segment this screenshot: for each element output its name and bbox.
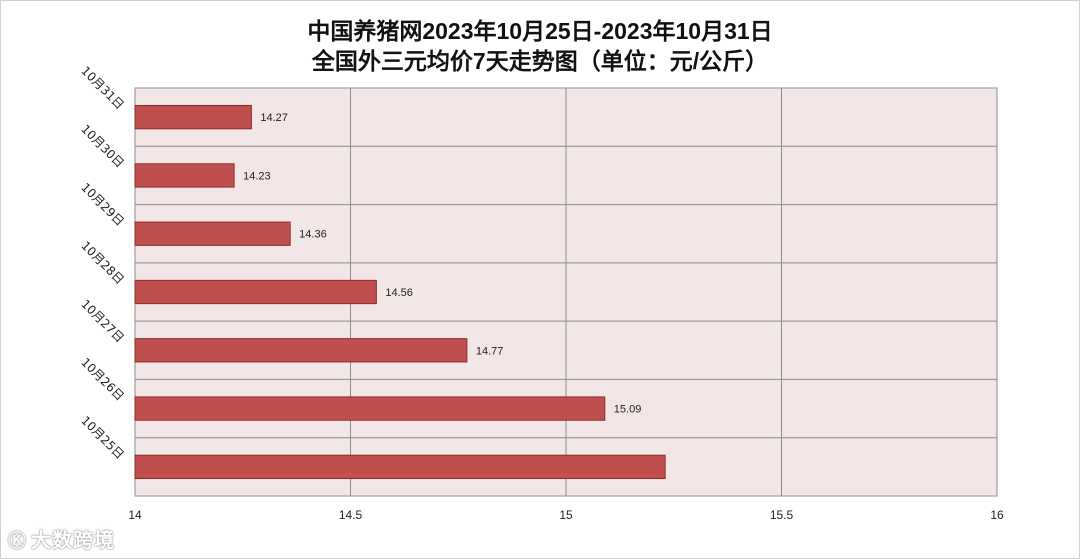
category-label: 10月30日 xyxy=(78,122,126,170)
x-tick-label: 14.5 xyxy=(339,508,363,522)
bar xyxy=(134,279,377,305)
bar xyxy=(134,338,468,363)
chart-title: 中国养猪网2023年10月25日-2023年10月31日 全国外三元均价7天走势… xyxy=(0,16,1080,76)
data-label: 14.36 xyxy=(299,229,327,241)
category-label: 10月31日 xyxy=(78,64,126,112)
bar xyxy=(134,221,291,246)
bar xyxy=(134,104,252,130)
bar xyxy=(134,454,666,480)
x-tick-label: 14 xyxy=(128,508,142,522)
category-label: 10月26日 xyxy=(78,355,126,403)
watermark-logo-icon: Ⓚ xyxy=(8,531,27,551)
watermark: Ⓚ 大数跨境 xyxy=(8,524,115,553)
category-label: 10月29日 xyxy=(78,180,126,228)
x-tick-label: 15 xyxy=(559,508,573,522)
chart-title-line1: 中国养猪网2023年10月25日-2023年10月31日 xyxy=(307,18,773,44)
category-label: 10月25日 xyxy=(78,413,126,461)
data-label: 14.56 xyxy=(385,287,413,299)
bar xyxy=(134,163,235,188)
x-tick-label: 16 xyxy=(990,508,1004,522)
data-label: 15.09 xyxy=(614,404,642,416)
data-label: 14.23 xyxy=(243,170,271,182)
x-tick-label: 15.5 xyxy=(770,508,794,522)
chart-title-line2: 全国外三元均价7天走势图（单位：元/公斤） xyxy=(311,48,769,74)
data-label: 14.27 xyxy=(260,112,288,124)
watermark-text: 大数跨境 xyxy=(31,530,115,552)
bar xyxy=(134,396,606,421)
category-label: 10月28日 xyxy=(78,239,126,287)
category-label: 10月27日 xyxy=(78,297,126,345)
data-label: 14.77 xyxy=(476,345,504,357)
